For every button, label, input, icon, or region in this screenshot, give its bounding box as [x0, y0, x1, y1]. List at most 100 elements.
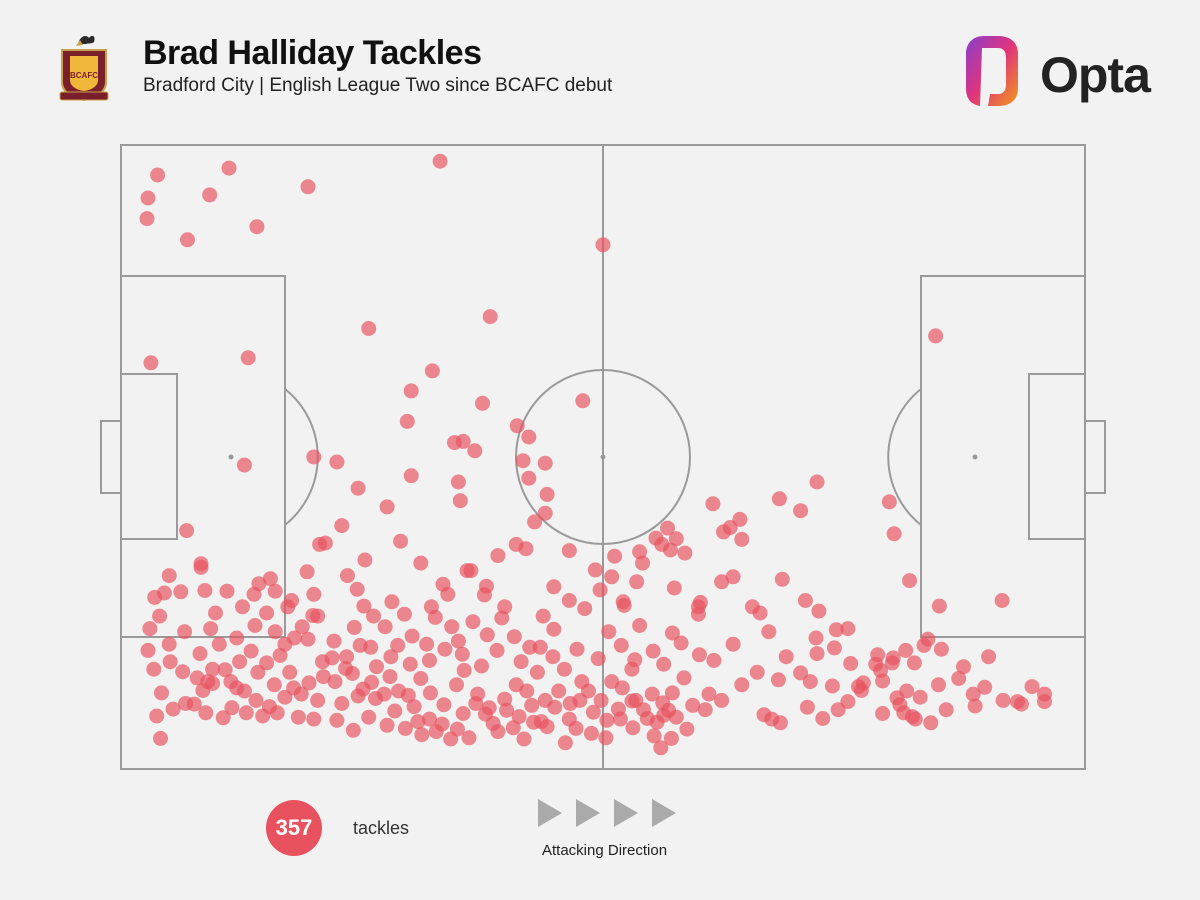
tackle-point	[539, 486, 555, 502]
tackle-point	[902, 573, 918, 589]
tackle-point	[338, 661, 354, 676]
tackle-point	[165, 701, 181, 717]
tackle-point	[561, 711, 577, 727]
tackle-point	[664, 625, 680, 641]
tackle-point	[793, 503, 809, 519]
tackle-point	[447, 435, 462, 451]
right-penalty-arc	[887, 388, 922, 526]
tackle-point	[413, 671, 429, 686]
tackle-point	[455, 706, 471, 721]
tackle-point	[519, 683, 535, 699]
tackle-point	[666, 580, 682, 596]
tackle-point	[424, 363, 440, 379]
tackle-point	[193, 556, 209, 572]
tackle-point	[664, 685, 680, 701]
tackle-point	[557, 735, 573, 751]
tackle-point	[511, 709, 527, 725]
tackle-point	[324, 650, 340, 666]
tackle-point	[310, 608, 326, 624]
tackle-point	[203, 621, 219, 637]
tackle-point	[521, 470, 537, 486]
tackle-point	[317, 535, 333, 551]
tackle-point	[516, 731, 532, 747]
tackle-point	[744, 599, 760, 615]
tackle-point	[537, 505, 553, 521]
tackle-point	[156, 585, 172, 601]
tackle-point	[356, 598, 372, 614]
tackle-point	[593, 692, 609, 708]
tackle-point	[406, 699, 422, 715]
tackle-point	[350, 688, 366, 704]
tackle-point	[875, 706, 891, 721]
tackle-point	[262, 699, 277, 715]
tackle-point	[653, 740, 669, 756]
attacking-direction-label: Attacking Direction	[542, 842, 668, 859]
tackle-point	[587, 562, 603, 578]
tackle-point	[692, 594, 708, 610]
tackle-point	[215, 710, 231, 726]
tackle-point	[262, 571, 278, 587]
tackle-point	[202, 187, 218, 203]
tackle-point	[714, 692, 730, 708]
tackle-point	[379, 499, 395, 515]
tackle-point	[840, 621, 856, 637]
tackle-point	[180, 232, 195, 248]
tackle-point	[461, 730, 477, 746]
tackle-point	[656, 707, 672, 723]
tackle-point	[282, 664, 298, 680]
tackle-point	[350, 480, 366, 496]
tackle-point	[235, 599, 250, 615]
tackle-point	[923, 715, 939, 731]
opta-logo-icon	[966, 36, 1018, 106]
tackle-point	[977, 679, 993, 695]
tackle-point	[965, 686, 981, 702]
tackle-count-badge: 357	[266, 800, 322, 856]
tackle-point	[583, 725, 599, 741]
tackle-point	[397, 720, 413, 736]
tackle-point	[799, 699, 815, 715]
tackle-point	[422, 652, 437, 668]
tackle-point	[646, 728, 662, 744]
tackle-point	[334, 518, 350, 534]
tackle-point	[423, 599, 439, 615]
tackle-point	[259, 655, 275, 671]
right-goal	[1084, 420, 1106, 494]
tackle-point	[556, 661, 572, 677]
tackle-point	[569, 641, 585, 657]
tackle-point	[981, 649, 997, 665]
tackle-point	[654, 536, 670, 552]
tackle-point	[267, 624, 283, 640]
centre-spot	[600, 454, 606, 460]
tackle-point	[853, 682, 869, 698]
tackle-point	[364, 674, 380, 690]
tackle-point	[294, 619, 310, 635]
tackle-point	[884, 655, 900, 671]
tackle-point	[467, 443, 483, 459]
tackle-point	[561, 543, 577, 559]
tackle-point	[440, 586, 456, 602]
crest-text: BCAFC	[70, 71, 98, 80]
tackle-point	[951, 671, 967, 686]
tackle-point	[668, 531, 684, 547]
tackle-point	[809, 474, 825, 490]
tackle-point	[828, 622, 844, 638]
tackle-point	[632, 618, 648, 633]
tackle-point	[714, 574, 730, 590]
tackle-point	[400, 687, 416, 703]
tackle-point	[896, 705, 912, 721]
tackle-point	[399, 413, 415, 429]
tackle-point	[449, 677, 464, 693]
tackle-point	[706, 652, 722, 668]
tackle-point	[811, 603, 827, 619]
tackle-point	[290, 709, 306, 725]
tackle-point	[701, 686, 717, 702]
tackle-point	[238, 705, 254, 721]
tackle-point	[967, 698, 983, 714]
tackle-point	[300, 631, 316, 647]
tackle-point	[266, 677, 282, 693]
tackle-point	[870, 647, 886, 663]
tackle-point	[524, 697, 540, 713]
tackle-point	[725, 636, 741, 652]
tackle-point	[673, 635, 689, 651]
